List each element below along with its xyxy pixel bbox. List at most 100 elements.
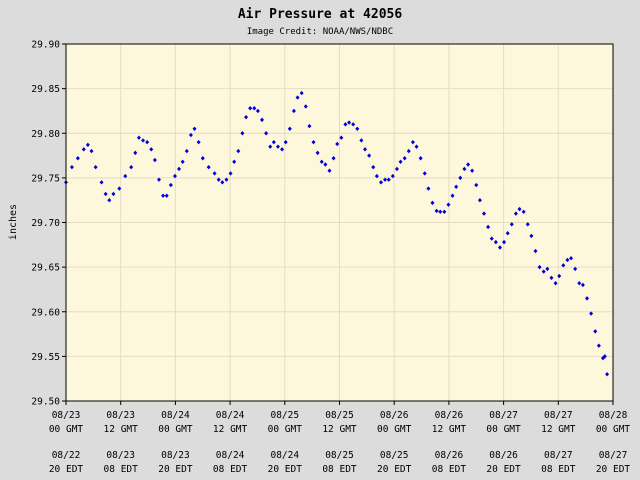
data-point [295,95,300,100]
data-point [529,233,534,239]
x-tick-label: 00 GMT [268,424,303,435]
x-tick-label: 12 GMT [322,424,357,435]
data-point [107,197,112,203]
x-tick-label: 08 EDT [541,464,576,475]
x-tick-label: 12 GMT [541,424,576,435]
data-point [343,122,348,127]
data-point [123,173,128,179]
data-point [260,117,265,123]
data-point [414,144,419,149]
data-point [172,173,177,179]
x-tick-label: 08/24 [216,450,245,461]
data-point [466,162,471,167]
data-point [521,209,526,214]
data-point [502,239,507,245]
data-point [287,126,292,131]
data-point [129,164,134,170]
data-point [311,139,316,145]
data-point [69,164,74,170]
x-tick-label: 08/24 [216,410,245,421]
data-point [327,168,332,173]
x-tick-label: 08/22 [52,450,81,461]
data-point [537,264,542,270]
x-tick-label: 08/27 [544,450,573,461]
data-point [319,159,324,165]
data-point [339,135,344,140]
data-point [454,184,459,189]
data-point [335,141,340,147]
x-tick-label: 12 GMT [432,424,467,435]
data-point [228,171,233,176]
x-tick-label: 00 GMT [596,424,631,435]
data-point [212,171,217,176]
data-point [589,311,594,316]
x-tick-label: 20 EDT [268,464,303,475]
x-tick-label: 20 EDT [158,464,193,475]
data-point [196,139,201,145]
data-point [240,131,245,136]
data-point [248,106,253,111]
x-tick-label: 08/26 [435,450,464,461]
data-point [275,144,280,149]
data-point [481,211,486,216]
x-tick-label: 00 GMT [158,424,193,435]
x-tick-label: 08/28 [599,410,628,421]
y-tick-label: 29.80 [31,129,60,140]
data-point [363,147,368,152]
data-point [117,186,122,191]
data-point [557,273,562,279]
data-point [553,280,558,286]
data-point [593,329,598,334]
data-point [220,180,225,185]
x-tick-label: 08/24 [161,410,190,421]
x-tick-label: 12 GMT [104,424,139,435]
x-tick-label: 08 EDT [322,464,357,475]
x-tick-label: 08/25 [270,410,299,421]
data-point [489,236,494,241]
data-point [434,208,439,214]
x-tick-label: 08/27 [544,410,573,421]
x-tick-label: 08/26 [489,450,518,461]
data-point [216,177,221,182]
x-axis-ticks: 08/23 00 GMT 08/22 20 EDT 08/23 12 GMT 08/23 08… [49,401,631,475]
data-point [133,150,138,156]
x-tick-label: 08/25 [325,450,354,461]
data-point [156,177,161,182]
x-tick-label: 08/23 [161,450,190,461]
data-point [410,139,415,145]
data-point [299,90,304,96]
x-tick-label: 08/27 [599,450,628,461]
data-point [177,166,182,172]
data-point [605,372,610,377]
data-point [533,248,538,254]
data-point [549,275,554,281]
data-point [280,147,285,152]
data-point [374,173,379,179]
data-point [470,168,475,173]
data-point [188,132,193,138]
data-point [386,177,391,182]
data-point [394,166,399,172]
data-point [136,135,141,140]
data-point [438,209,443,214]
data-point [430,200,435,206]
data-point [541,269,546,274]
data-point [580,282,585,288]
data-point [315,150,320,156]
data-point [323,162,328,167]
data-point [505,231,510,236]
data-point [398,159,403,165]
data-point [161,193,166,198]
data-point [351,122,356,127]
y-tick-label: 29.70 [31,218,60,229]
x-tick-label: 20 EDT [486,464,521,475]
x-tick-label: 20 EDT [377,464,412,475]
data-point [390,173,395,179]
data-point [271,139,276,145]
y-tick-label: 29.60 [31,307,60,318]
data-point [378,180,383,185]
data-point [402,156,407,161]
data-point [545,266,550,272]
y-tick-label: 29.50 [31,397,60,408]
